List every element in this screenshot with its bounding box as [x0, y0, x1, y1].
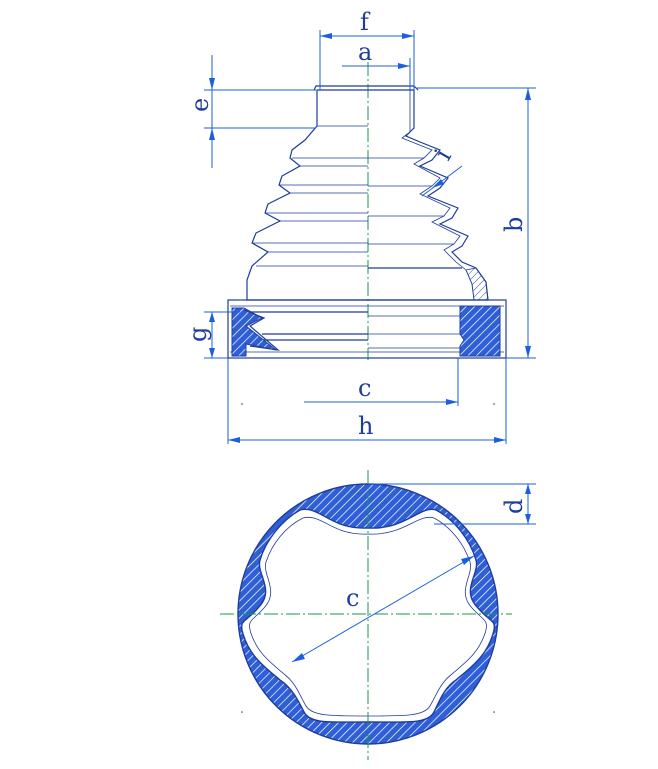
end-view	[220, 403, 512, 760]
dimension-b-label: b	[500, 217, 528, 232]
dimension-e-label: e	[186, 98, 214, 112]
dimension-f-label: f	[360, 8, 371, 36]
side-view-dot-right	[493, 403, 495, 405]
boot-shoulder-hatch	[465, 267, 489, 301]
base-left-lobe-outline	[243, 309, 280, 351]
side-view	[227, 62, 507, 360]
boot-right-section-inner	[401, 90, 475, 301]
end-view-dimensions: d c	[291, 483, 536, 663]
dimension-h-label: h	[358, 412, 373, 440]
dimension-g-label: g	[184, 327, 212, 342]
dimension-a-label: a	[358, 38, 372, 66]
boot-left-outline	[246, 89, 368, 301]
dimension-c-plan-label: c	[346, 584, 359, 612]
side-view-dimensions: f a e i b g c	[184, 8, 536, 444]
boot-right-section-outline	[368, 89, 489, 301]
boot-base-band	[227, 299, 507, 359]
side-view-dot-left	[241, 403, 243, 405]
base-right-section	[459, 305, 501, 357]
dimension-i-label: i	[429, 144, 457, 165]
dimension-c-plan-line	[291, 555, 475, 663]
dimension-c-side-label: c	[358, 374, 371, 402]
end-view-tripod-inner	[249, 516, 487, 717]
end-view-dot-left	[241, 711, 243, 713]
dimension-d-label: d	[500, 499, 528, 514]
end-view-dot-right	[493, 711, 495, 713]
